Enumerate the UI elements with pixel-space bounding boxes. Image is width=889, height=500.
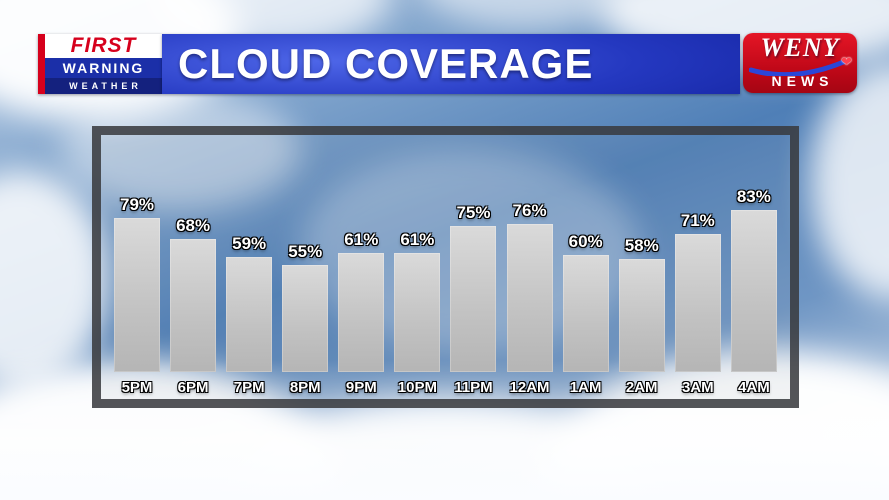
weny-news-logo: WENY ❤ NEWS [743, 33, 857, 93]
bar-time-label: 10PM [397, 379, 437, 396]
bar [562, 255, 609, 372]
bar-column: 61% 10PM [394, 230, 441, 396]
logo-first-label: FIRST [45, 34, 162, 58]
bar-column: 75% 11PM [450, 203, 497, 396]
bar [282, 265, 329, 372]
bar-time-label: 9PM [345, 379, 377, 396]
cloud [810, 60, 889, 300]
bar-value-label: 83% [736, 187, 771, 206]
bar-time-label: 7PM [233, 379, 265, 396]
bar [450, 226, 497, 372]
bar-value-label: 55% [288, 242, 323, 261]
bar-chart-area: 79% 5PM 68% 6PM 59% 7PM 55% 8PM 61% 9PM 61% 10PM 75%… [101, 135, 790, 399]
bar-column: 58% 2AM [618, 236, 665, 396]
bar-column: 83% 4AM [730, 187, 777, 396]
bar-value-label: 61% [400, 230, 435, 249]
bar-column: 79% 5PM [114, 195, 160, 396]
bar-value-label: 68% [176, 216, 211, 235]
bar-value-label: 60% [568, 232, 603, 251]
bar-value-label: 59% [232, 234, 267, 253]
bar-value-label: 58% [624, 236, 659, 255]
bar [338, 253, 385, 372]
bar [170, 239, 217, 372]
bar [114, 218, 160, 372]
bar-column: 68% 6PM [170, 216, 217, 396]
logo-warning-label: WARNING [45, 58, 162, 78]
logo-weather-label: WEATHER [45, 78, 162, 94]
cloud-haze [0, 360, 889, 500]
bar-time-label: 11PM [454, 379, 493, 396]
bar-value-label: 75% [456, 203, 491, 222]
bar-column: 55% 8PM [282, 242, 329, 396]
bar-time-label: 1AM [569, 379, 602, 396]
weny-label: WENY [760, 33, 840, 62]
title-banner: CLOUD COVERAGE [162, 34, 740, 94]
bar-time-label: 5PM [121, 379, 153, 396]
bar-column: 76% 12AM [506, 201, 553, 396]
news-label: NEWS [771, 73, 834, 89]
bar [506, 224, 553, 372]
cloud-coverage-chart: 79% 5PM 68% 6PM 59% 7PM 55% 8PM 61% 9PM 61% 10PM 75%… [92, 126, 799, 408]
bar [226, 257, 273, 372]
bar-value-label: 79% [119, 195, 155, 214]
bar-time-label: 4AM [738, 379, 770, 396]
bar-column: 59% 7PM [226, 234, 273, 396]
bar-value-label: 61% [344, 230, 379, 249]
page-title: CLOUD COVERAGE [178, 40, 594, 87]
bar-column: 71% 3AM [674, 211, 721, 396]
bar-time-label: 12AM [509, 379, 550, 396]
bar [730, 210, 777, 372]
bar-column: 60% 1AM [562, 232, 609, 396]
bar-time-label: 3AM [681, 379, 714, 396]
bar-value-label: 76% [512, 201, 547, 220]
bar-time-label: 6PM [177, 379, 209, 396]
bar [618, 259, 665, 372]
swoosh-icon [749, 58, 849, 76]
first-warning-weather-logo: FIRST WARNING WEATHER [38, 34, 162, 94]
bar-time-label: 2AM [625, 379, 658, 396]
bar-column: 61% 9PM [338, 230, 385, 396]
bar [394, 253, 441, 372]
bar-value-label: 71% [680, 211, 715, 230]
heart-icon: ❤ [841, 54, 852, 69]
bar [674, 234, 721, 372]
bar-time-label: 8PM [289, 379, 321, 396]
